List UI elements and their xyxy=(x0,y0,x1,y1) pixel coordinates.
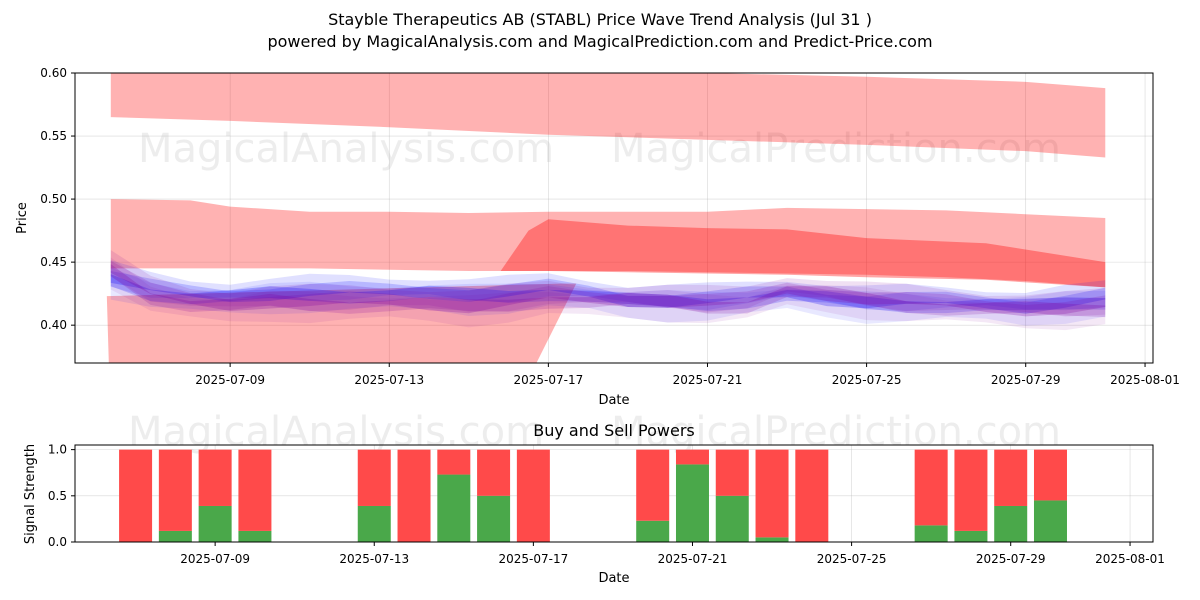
y-tick-label: 0.55 xyxy=(40,129,67,143)
x-axis-label: Date xyxy=(598,393,629,408)
sell-bar xyxy=(636,449,670,521)
strong-band xyxy=(500,219,1106,288)
middle-band xyxy=(110,199,1106,288)
sell-bar xyxy=(198,449,232,506)
sell-bar xyxy=(397,449,431,542)
purple-wave-ribbon xyxy=(110,250,1106,317)
sell-bar xyxy=(158,449,192,531)
sell-bar xyxy=(795,449,829,542)
sell-bar xyxy=(914,449,948,526)
buy-bar xyxy=(357,505,391,542)
watermark-3: MagicalAnalysis.com xyxy=(128,409,544,455)
sell-bar xyxy=(954,449,988,531)
buy-bar xyxy=(715,495,749,542)
purple-wave-ribbon xyxy=(110,260,1106,318)
buy-bar xyxy=(198,505,232,542)
bar-y-tick-label: 1.0 xyxy=(48,443,67,457)
sell-bar xyxy=(119,449,153,542)
blue-wave-ribbon xyxy=(110,274,1106,314)
x-tick-label: 2025-07-09 xyxy=(195,373,265,387)
bar-x-tick-label: 2025-07-09 xyxy=(180,552,250,566)
bar-x-tick-label: 2025-07-17 xyxy=(498,552,568,566)
sell-bar xyxy=(516,449,550,542)
buy-bar xyxy=(914,525,948,542)
rising-band xyxy=(106,283,577,363)
sell-bar xyxy=(994,449,1028,506)
chart-title: Stayble Therapeutics AB (STABL) Price Wa… xyxy=(328,10,872,29)
bar-y-tick-label: 0.0 xyxy=(48,535,67,549)
bar-y-axis-label: Signal Strength xyxy=(23,444,38,544)
bar-x-axis-label: Date xyxy=(598,571,629,586)
purple-wave-ribbon xyxy=(110,264,1106,317)
buy-bar xyxy=(755,537,789,542)
buy-bar xyxy=(1033,500,1067,542)
sell-bar xyxy=(357,449,391,506)
bar-x-tick-label: 2025-07-13 xyxy=(339,552,409,566)
x-tick-label: 2025-08-01 xyxy=(1110,373,1180,387)
x-tick-label: 2025-07-25 xyxy=(832,373,902,387)
watermark-4: MagicalPrediction.com xyxy=(611,409,1061,455)
sell-bar xyxy=(715,449,749,496)
blue-wave-ribbon xyxy=(110,260,1106,312)
plot-area xyxy=(106,73,1106,363)
sell-bar xyxy=(675,449,709,465)
sell-bar xyxy=(1033,449,1067,501)
buy-bar xyxy=(954,530,988,542)
blue-wave-ribbon xyxy=(110,270,1106,314)
bar-x-tick-label: 2025-07-21 xyxy=(658,552,728,566)
purple-wave-ribbon xyxy=(110,257,1106,331)
x-tick-label: 2025-07-13 xyxy=(354,373,424,387)
sell-bar xyxy=(477,449,511,496)
bar-y-tick-label: 0.5 xyxy=(48,489,67,503)
y-axis-label: Price xyxy=(15,202,30,234)
bar-x-tick-label: 2025-07-25 xyxy=(817,552,887,566)
y-tick-label: 0.60 xyxy=(40,66,67,80)
sell-bar xyxy=(238,449,272,531)
bar-x-tick-label: 2025-08-01 xyxy=(1095,552,1165,566)
buy-bar xyxy=(238,530,272,542)
y-tick-label: 0.50 xyxy=(40,192,67,206)
upper-band xyxy=(110,73,1106,158)
chart-subtitle: powered by MagicalAnalysis.com and Magic… xyxy=(267,32,933,51)
x-tick-label: 2025-07-29 xyxy=(991,373,1061,387)
buy-bar xyxy=(477,495,511,542)
y-tick-label: 0.40 xyxy=(40,318,67,332)
sell-bar xyxy=(755,449,789,538)
buy-bar xyxy=(675,464,709,542)
buy-bar xyxy=(994,505,1028,542)
buy-bar xyxy=(437,474,471,542)
buy-bar xyxy=(636,520,670,542)
watermark-2: MagicalPrediction.com xyxy=(611,126,1061,172)
bar-plot-frame xyxy=(74,444,1154,543)
bar-chart-title: Buy and Sell Powers xyxy=(533,421,695,440)
x-tick-label: 2025-07-17 xyxy=(513,373,583,387)
main-plot-frame xyxy=(74,72,1154,364)
y-tick-label: 0.45 xyxy=(40,255,67,269)
sell-bar xyxy=(437,449,471,475)
x-tick-label: 2025-07-21 xyxy=(673,373,743,387)
blue-wave-ribbon xyxy=(110,267,1106,326)
watermark-1: MagicalAnalysis.com xyxy=(138,126,554,172)
buy-bar xyxy=(158,530,192,542)
bar-x-tick-label: 2025-07-29 xyxy=(976,552,1046,566)
